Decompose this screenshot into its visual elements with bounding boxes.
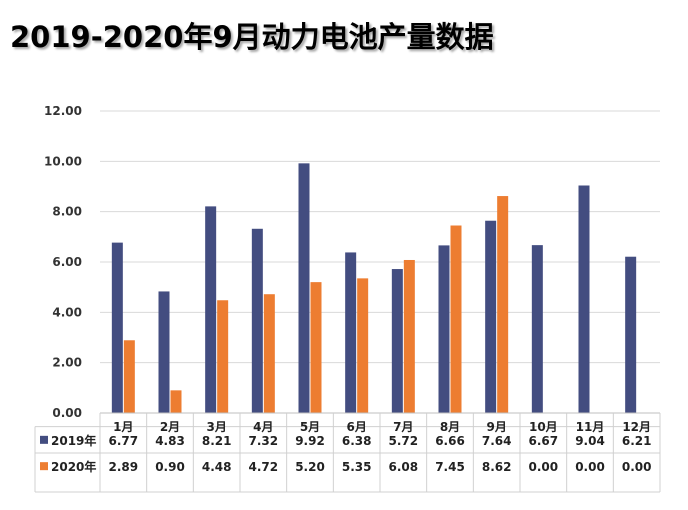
table-cell: 7.32 bbox=[249, 434, 279, 448]
table-cell: 6.67 bbox=[529, 434, 559, 448]
y-tick-label: 8.00 bbox=[52, 205, 82, 219]
y-axis-ticks: 0.00 2.00 4.00 6.00 8.00 10.00 12.00 bbox=[44, 104, 82, 420]
gridlines bbox=[100, 110, 660, 364]
chart-title: 2019-2020年9月动力电池产量数据 bbox=[10, 20, 494, 54]
table-cell: 0.00 bbox=[575, 460, 605, 474]
bar-s2 bbox=[170, 390, 182, 413]
table-cell: 9.92 bbox=[295, 434, 325, 448]
data-table: 1月 2月 3月 4月 5月 6月 7月 8月 9月 10月 11月 12月 2019年 6.77 4.83… bbox=[34, 412, 661, 493]
table-cell: 0.00 bbox=[622, 460, 652, 474]
bar-s1 bbox=[578, 185, 590, 413]
table-cell: 8.21 bbox=[202, 434, 232, 448]
bar-s2 bbox=[263, 294, 275, 413]
bar-s2 bbox=[123, 340, 135, 413]
table-cell: 8.62 bbox=[482, 460, 512, 474]
bar-s1 bbox=[485, 220, 497, 413]
bar-s1 bbox=[158, 291, 170, 413]
table-cell: 6.77 bbox=[109, 434, 139, 448]
category-label: 5月 bbox=[300, 420, 320, 434]
legend-label: 2019年 bbox=[51, 433, 96, 448]
y-tick-label: 10.00 bbox=[44, 154, 82, 168]
category-label: 2月 bbox=[160, 420, 180, 434]
y-tick-label: 6.00 bbox=[52, 255, 82, 269]
bar-s1 bbox=[205, 206, 217, 413]
category-label: 4月 bbox=[253, 420, 273, 434]
table-cell: 6.38 bbox=[342, 434, 372, 448]
bar-s1 bbox=[625, 256, 637, 413]
table-cell: 5.72 bbox=[389, 434, 419, 448]
category-label: 3月 bbox=[206, 420, 226, 434]
y-tick-label: 2.00 bbox=[52, 356, 82, 370]
table-cell: 5.20 bbox=[295, 460, 325, 474]
table-cell: 4.72 bbox=[249, 460, 279, 474]
table-cell: 6.66 bbox=[435, 434, 465, 448]
bar-s1 bbox=[345, 252, 357, 413]
table-cell: 6.21 bbox=[622, 434, 652, 448]
table-cell: 2.89 bbox=[109, 460, 139, 474]
bar-s1 bbox=[298, 163, 310, 413]
bars bbox=[111, 163, 637, 413]
bar-s2 bbox=[403, 259, 415, 413]
table-cell: 5.35 bbox=[342, 460, 372, 474]
legend-label: 2020年 bbox=[51, 459, 96, 474]
y-tick-label: 4.00 bbox=[52, 305, 82, 319]
table-cell: 7.64 bbox=[482, 434, 512, 448]
category-label: 6月 bbox=[346, 420, 366, 434]
category-label: 1月 bbox=[113, 420, 133, 434]
category-label: 12月 bbox=[622, 420, 651, 434]
bar-s2 bbox=[450, 225, 462, 413]
bar-s1 bbox=[531, 245, 543, 413]
bar-s2 bbox=[497, 196, 509, 413]
category-label: 11月 bbox=[576, 420, 605, 434]
table-cell: 4.83 bbox=[155, 434, 185, 448]
bar-s1 bbox=[391, 269, 403, 413]
y-tick-label: 12.00 bbox=[44, 104, 82, 118]
table-cell: 0.00 bbox=[529, 460, 559, 474]
bar-s1 bbox=[111, 242, 123, 413]
bar-s2 bbox=[217, 300, 229, 413]
legend-swatch bbox=[40, 435, 48, 444]
category-label: 7月 bbox=[393, 420, 413, 434]
y-tick-label: 0.00 bbox=[52, 406, 82, 420]
bar-s1 bbox=[438, 245, 450, 413]
table-cell: 4.48 bbox=[202, 460, 232, 474]
category-label: 9月 bbox=[486, 420, 506, 434]
bar-s2 bbox=[310, 282, 322, 413]
bar-s2 bbox=[357, 278, 369, 413]
category-label: 10月 bbox=[529, 420, 558, 434]
category-label: 8月 bbox=[440, 420, 460, 434]
legend-swatch bbox=[40, 462, 48, 471]
table-cell: 9.04 bbox=[575, 434, 605, 448]
table-cell: 6.08 bbox=[389, 460, 419, 474]
table-cell: 0.90 bbox=[155, 460, 185, 474]
table-cell: 7.45 bbox=[435, 460, 465, 474]
bar-s1 bbox=[251, 228, 263, 413]
